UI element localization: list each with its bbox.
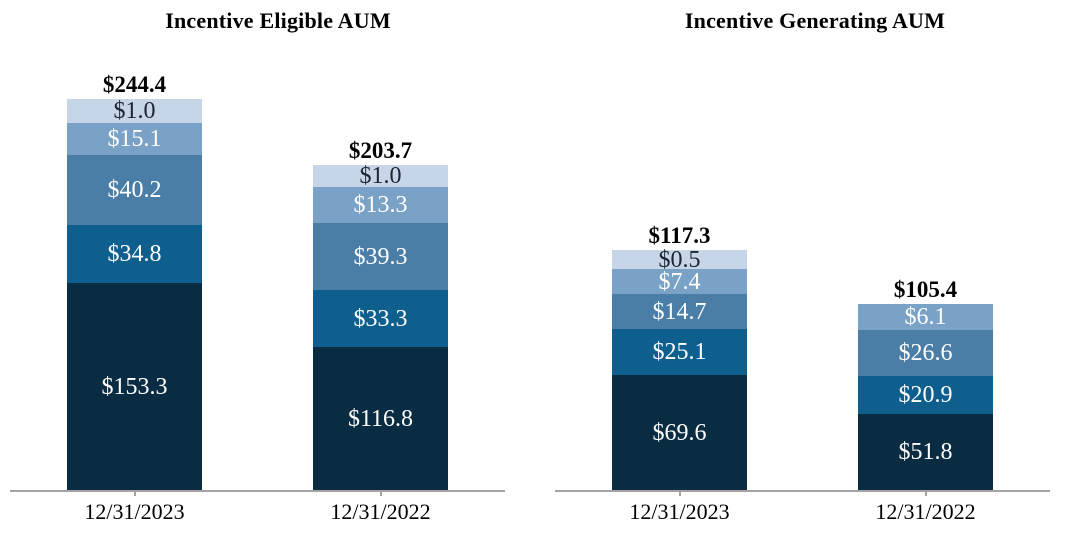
bar-segment-label: $153.3 — [101, 373, 168, 400]
bar-segment-label: $15.1 — [107, 126, 162, 152]
bar-segment: $69.6 — [612, 375, 747, 490]
bar-segment-label: $40.2 — [107, 177, 162, 203]
bar-segment-label: $14.7 — [652, 298, 707, 325]
bar-segment: $39.3 — [313, 223, 448, 290]
bar-segment: $40.2 — [67, 155, 202, 225]
bar-segment: $7.4 — [612, 269, 747, 294]
bar-segment-label: $39.3 — [353, 243, 408, 270]
bar-segment-label: $20.9 — [898, 382, 953, 408]
stacked-bar: $1.0 $13.3 $39.3 $33.3 $116.8 — [313, 163, 448, 490]
x-axis-line — [555, 490, 1050, 492]
x-axis-tick — [924, 490, 927, 496]
bar-segment: $26.6 — [858, 330, 993, 376]
bar-segment: $6.1 — [858, 304, 993, 330]
bar-segment-label: $13.3 — [353, 192, 408, 218]
x-axis-line — [10, 490, 505, 492]
x-axis-label: 12/31/2023 — [629, 499, 730, 524]
stacked-bar: $0.5 $7.4 $14.7 $25.1 $69.6 — [612, 246, 747, 490]
bar-segment: $116.8 — [313, 347, 448, 490]
chart-title-incentive-eligible-aum: Incentive Eligible AUM — [165, 8, 391, 33]
bar-segment: $0.5 — [612, 246, 747, 273]
bar-segment: $153.3 — [67, 283, 202, 490]
bar-segment-label: $51.8 — [898, 439, 953, 465]
bar-segment-label: $7.4 — [658, 268, 701, 295]
bar-segment-label: $116.8 — [347, 405, 414, 432]
x-axis-label: 12/31/2023 — [84, 499, 185, 524]
bar-segment-label: $1.0 — [359, 163, 402, 189]
bar-segment-label: $0.5 — [658, 246, 701, 273]
bar-segment: $15.1 — [67, 123, 202, 155]
bar-segment-label: $25.1 — [652, 339, 707, 365]
bar-segment-label: $34.8 — [107, 241, 162, 267]
stacked-bar: $1.0 $15.1 $40.2 $34.8 $153.3 — [67, 99, 202, 490]
bar-segment: $51.8 — [858, 414, 993, 490]
chart-title-incentive-generating-aum: Incentive Generating AUM — [684, 8, 946, 33]
x-axis-tick — [379, 490, 382, 496]
bar-segment: $13.3 — [313, 187, 448, 223]
bar-segment: $25.1 — [612, 329, 747, 375]
x-axis-label: 12/31/2022 — [330, 499, 431, 524]
bar-segment: $20.9 — [858, 376, 993, 414]
x-axis-tick — [678, 490, 681, 496]
bar-segment-label: $26.6 — [898, 340, 953, 366]
bar-segment: $1.0 — [313, 163, 448, 189]
bar-total-label: $244.4 — [102, 72, 167, 97]
bar-segment: $33.3 — [313, 290, 448, 347]
bar-segment-label: $1.0 — [113, 98, 156, 124]
bar-total-label: $105.4 — [893, 277, 958, 302]
bar-segment-label: $69.6 — [652, 419, 707, 446]
stacked-bar: $6.1 $26.6 $20.9 $51.8 — [858, 304, 993, 490]
bar-segment-label: $6.1 — [904, 304, 947, 330]
x-axis-tick — [133, 490, 136, 496]
bar-total-label: $203.7 — [348, 138, 413, 163]
bar-segment: $1.0 — [67, 99, 202, 123]
bar-segment: $34.8 — [67, 225, 202, 283]
bar-segment-label: $33.3 — [353, 305, 408, 332]
bar-total-label: $117.3 — [648, 223, 711, 248]
bar-segment: $14.7 — [612, 294, 747, 329]
x-axis-label: 12/31/2022 — [875, 499, 976, 524]
